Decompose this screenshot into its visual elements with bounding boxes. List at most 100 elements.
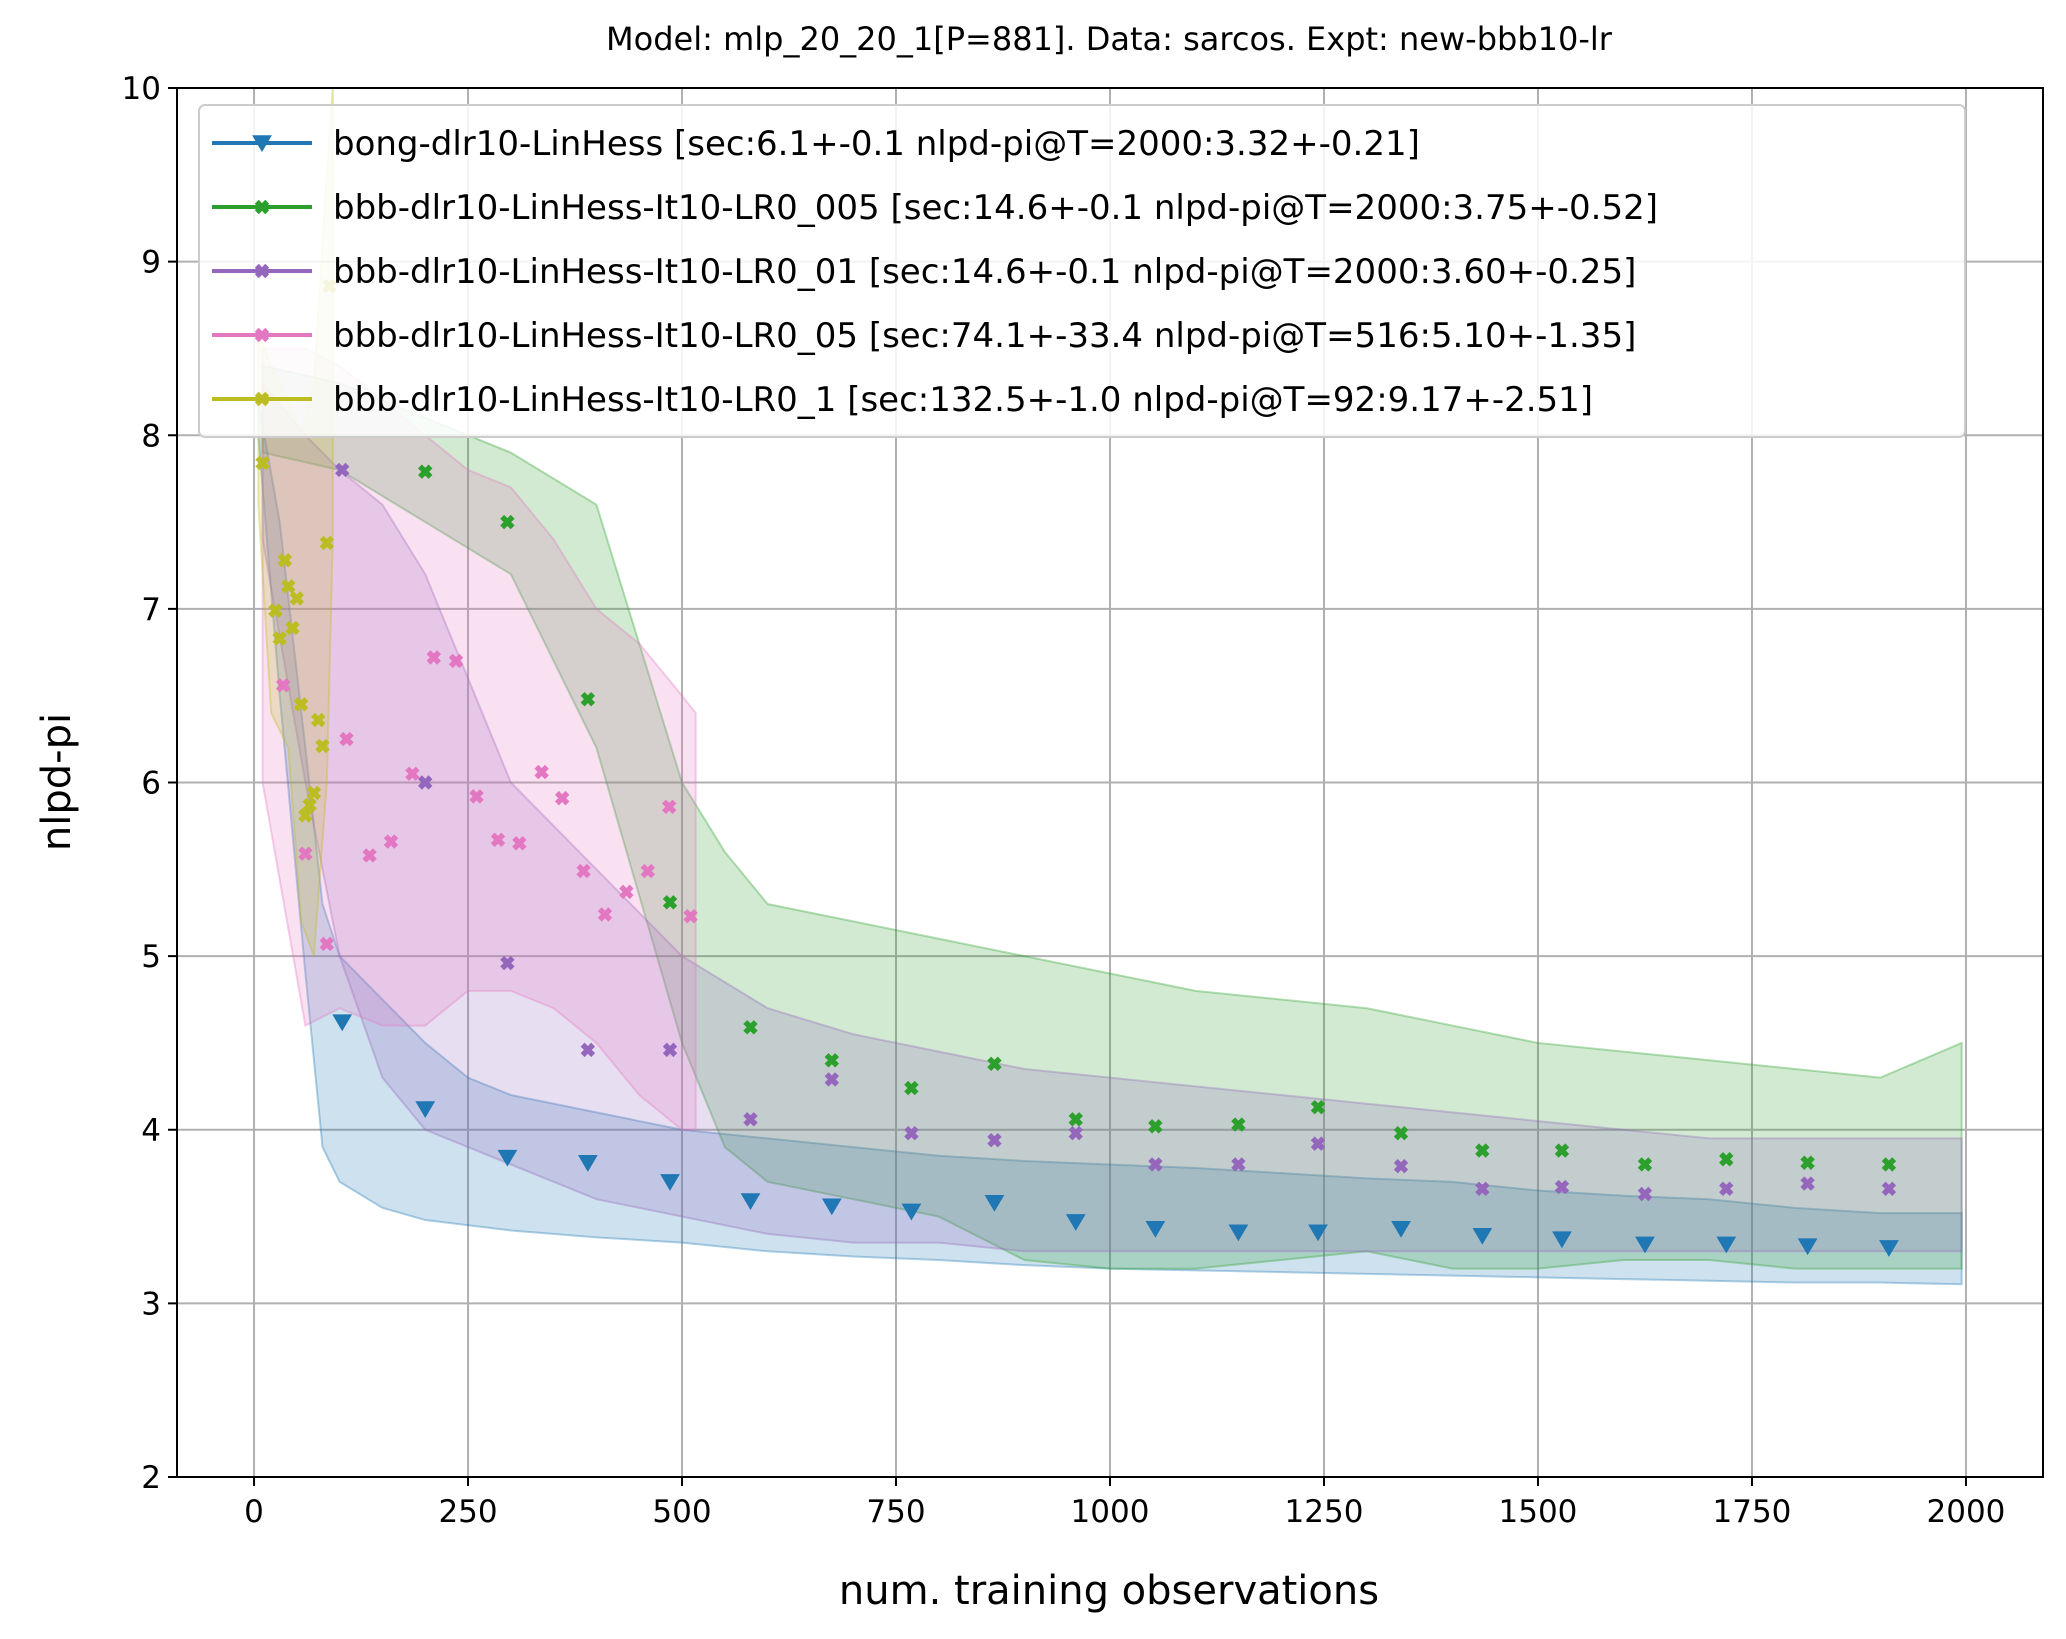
data-point: [1637, 1186, 1653, 1202]
x-axis-label: num. training observations: [839, 1568, 1379, 1614]
data-point: [984, 1194, 1005, 1212]
data-point: [332, 1014, 353, 1032]
x-tick-label: 500: [652, 1494, 711, 1530]
data-point: [311, 712, 326, 728]
data-point: [1635, 1236, 1655, 1254]
data-point: [418, 464, 433, 479]
y-tick-label: 7: [141, 592, 161, 628]
x-tick-label: 1000: [1071, 1494, 1150, 1530]
data-point: [293, 697, 309, 712]
data-point: [512, 836, 527, 851]
data-point: [272, 631, 287, 646]
data-point: [1393, 1159, 1409, 1174]
data-point: [268, 603, 283, 618]
y-axis-label: nlpd-pi: [34, 713, 80, 851]
data-point: [281, 579, 296, 594]
legend-marker: [254, 327, 270, 343]
data-point: [1719, 1181, 1734, 1196]
x-tick-label: 250: [438, 1494, 497, 1530]
data-point: [1879, 1240, 1899, 1257]
data-point: [1310, 1099, 1326, 1115]
data-point: [1881, 1157, 1897, 1172]
y-tick-label: 2: [141, 1460, 161, 1496]
data-point: [469, 789, 484, 804]
data-point: [1231, 1117, 1246, 1132]
data-point: [662, 895, 678, 910]
data-point: [339, 731, 354, 747]
data-point: [1554, 1179, 1570, 1195]
legend-marker: [254, 391, 270, 407]
data-point: [1800, 1155, 1815, 1170]
data-point: [576, 863, 591, 879]
data-point: [597, 907, 613, 922]
data-point: [1145, 1221, 1166, 1238]
data-point: [334, 462, 350, 478]
data-point: [275, 678, 291, 693]
data-point: [1475, 1181, 1490, 1196]
y-tick-label: 3: [141, 1286, 161, 1322]
error-bands: [257, 87, 1963, 1286]
data-point: [315, 738, 330, 754]
data-point: [1231, 1157, 1246, 1172]
data-point: [1716, 1236, 1737, 1254]
data-point: [640, 863, 655, 879]
data-point: [987, 1132, 1002, 1148]
data-point: [1148, 1119, 1163, 1134]
y-tick-label: 5: [141, 939, 161, 975]
legend-marker: [252, 135, 272, 153]
data-point: [740, 1193, 761, 1211]
data-point: [1228, 1224, 1249, 1242]
data-point: [661, 799, 677, 815]
error-band: [257, 400, 1963, 1286]
data-point: [497, 1149, 518, 1167]
data-point: [383, 834, 399, 849]
data-point: [662, 1042, 678, 1058]
legend-marker: [254, 199, 270, 215]
x-tick-label: 750: [866, 1494, 925, 1530]
data-markers: [255, 278, 1899, 1257]
data-point: [500, 514, 515, 530]
data-point: [1719, 1152, 1734, 1167]
data-point: [1797, 1238, 1818, 1256]
data-point: [1475, 1143, 1490, 1158]
data-point: [1310, 1136, 1326, 1151]
data-point: [580, 691, 596, 707]
data-point: [824, 1053, 840, 1068]
legend-entry: bong-dlr10-LinHess [sec:6.1+-0.1 nlpd-pi…: [333, 124, 1420, 164]
data-point: [302, 797, 317, 813]
y-tick-label: 9: [141, 245, 161, 281]
data-point: [285, 620, 300, 636]
data-point: [1068, 1126, 1083, 1141]
data-point: [500, 955, 515, 971]
data-point: [904, 1080, 919, 1096]
legend-entry: bbb-dlr10-LinHess-It10-LR0_005 [sec:14.6…: [333, 188, 1658, 228]
data-point: [1068, 1112, 1083, 1127]
legend-entry: bbb-dlr10-LinHess-It10-LR0_1 [sec:132.5+…: [333, 380, 1593, 420]
data-point: [319, 535, 335, 551]
legend-marker: [254, 263, 270, 279]
data-point: [824, 1072, 840, 1087]
data-point: [534, 764, 549, 780]
data-point: [1308, 1224, 1328, 1242]
data-point: [1393, 1126, 1409, 1141]
data-point: [289, 591, 305, 606]
data-point: [743, 1112, 758, 1127]
data-point: [448, 653, 464, 669]
data-point: [577, 1155, 598, 1172]
data-point: [418, 775, 433, 790]
data-point: [490, 832, 506, 848]
legend-box: [198, 104, 1966, 438]
data-point: [821, 1198, 842, 1216]
data-point: [426, 650, 441, 665]
legend: bong-dlr10-LinHess [sec:6.1+-0.1 nlpd-pi…: [198, 104, 1966, 438]
error-band: [261, 380, 1963, 1253]
data-point: [298, 808, 313, 823]
y-axis: 2 3 4 5 6 7 8 9 10: [122, 71, 177, 1496]
data-point: [1881, 1181, 1897, 1196]
data-point: [660, 1174, 680, 1191]
legend-entry: bbb-dlr10-LinHess-It10-LR0_01 [sec:14.6+…: [333, 252, 1636, 292]
data-point: [683, 908, 698, 924]
data-point: [306, 785, 322, 801]
data-point: [362, 848, 377, 863]
